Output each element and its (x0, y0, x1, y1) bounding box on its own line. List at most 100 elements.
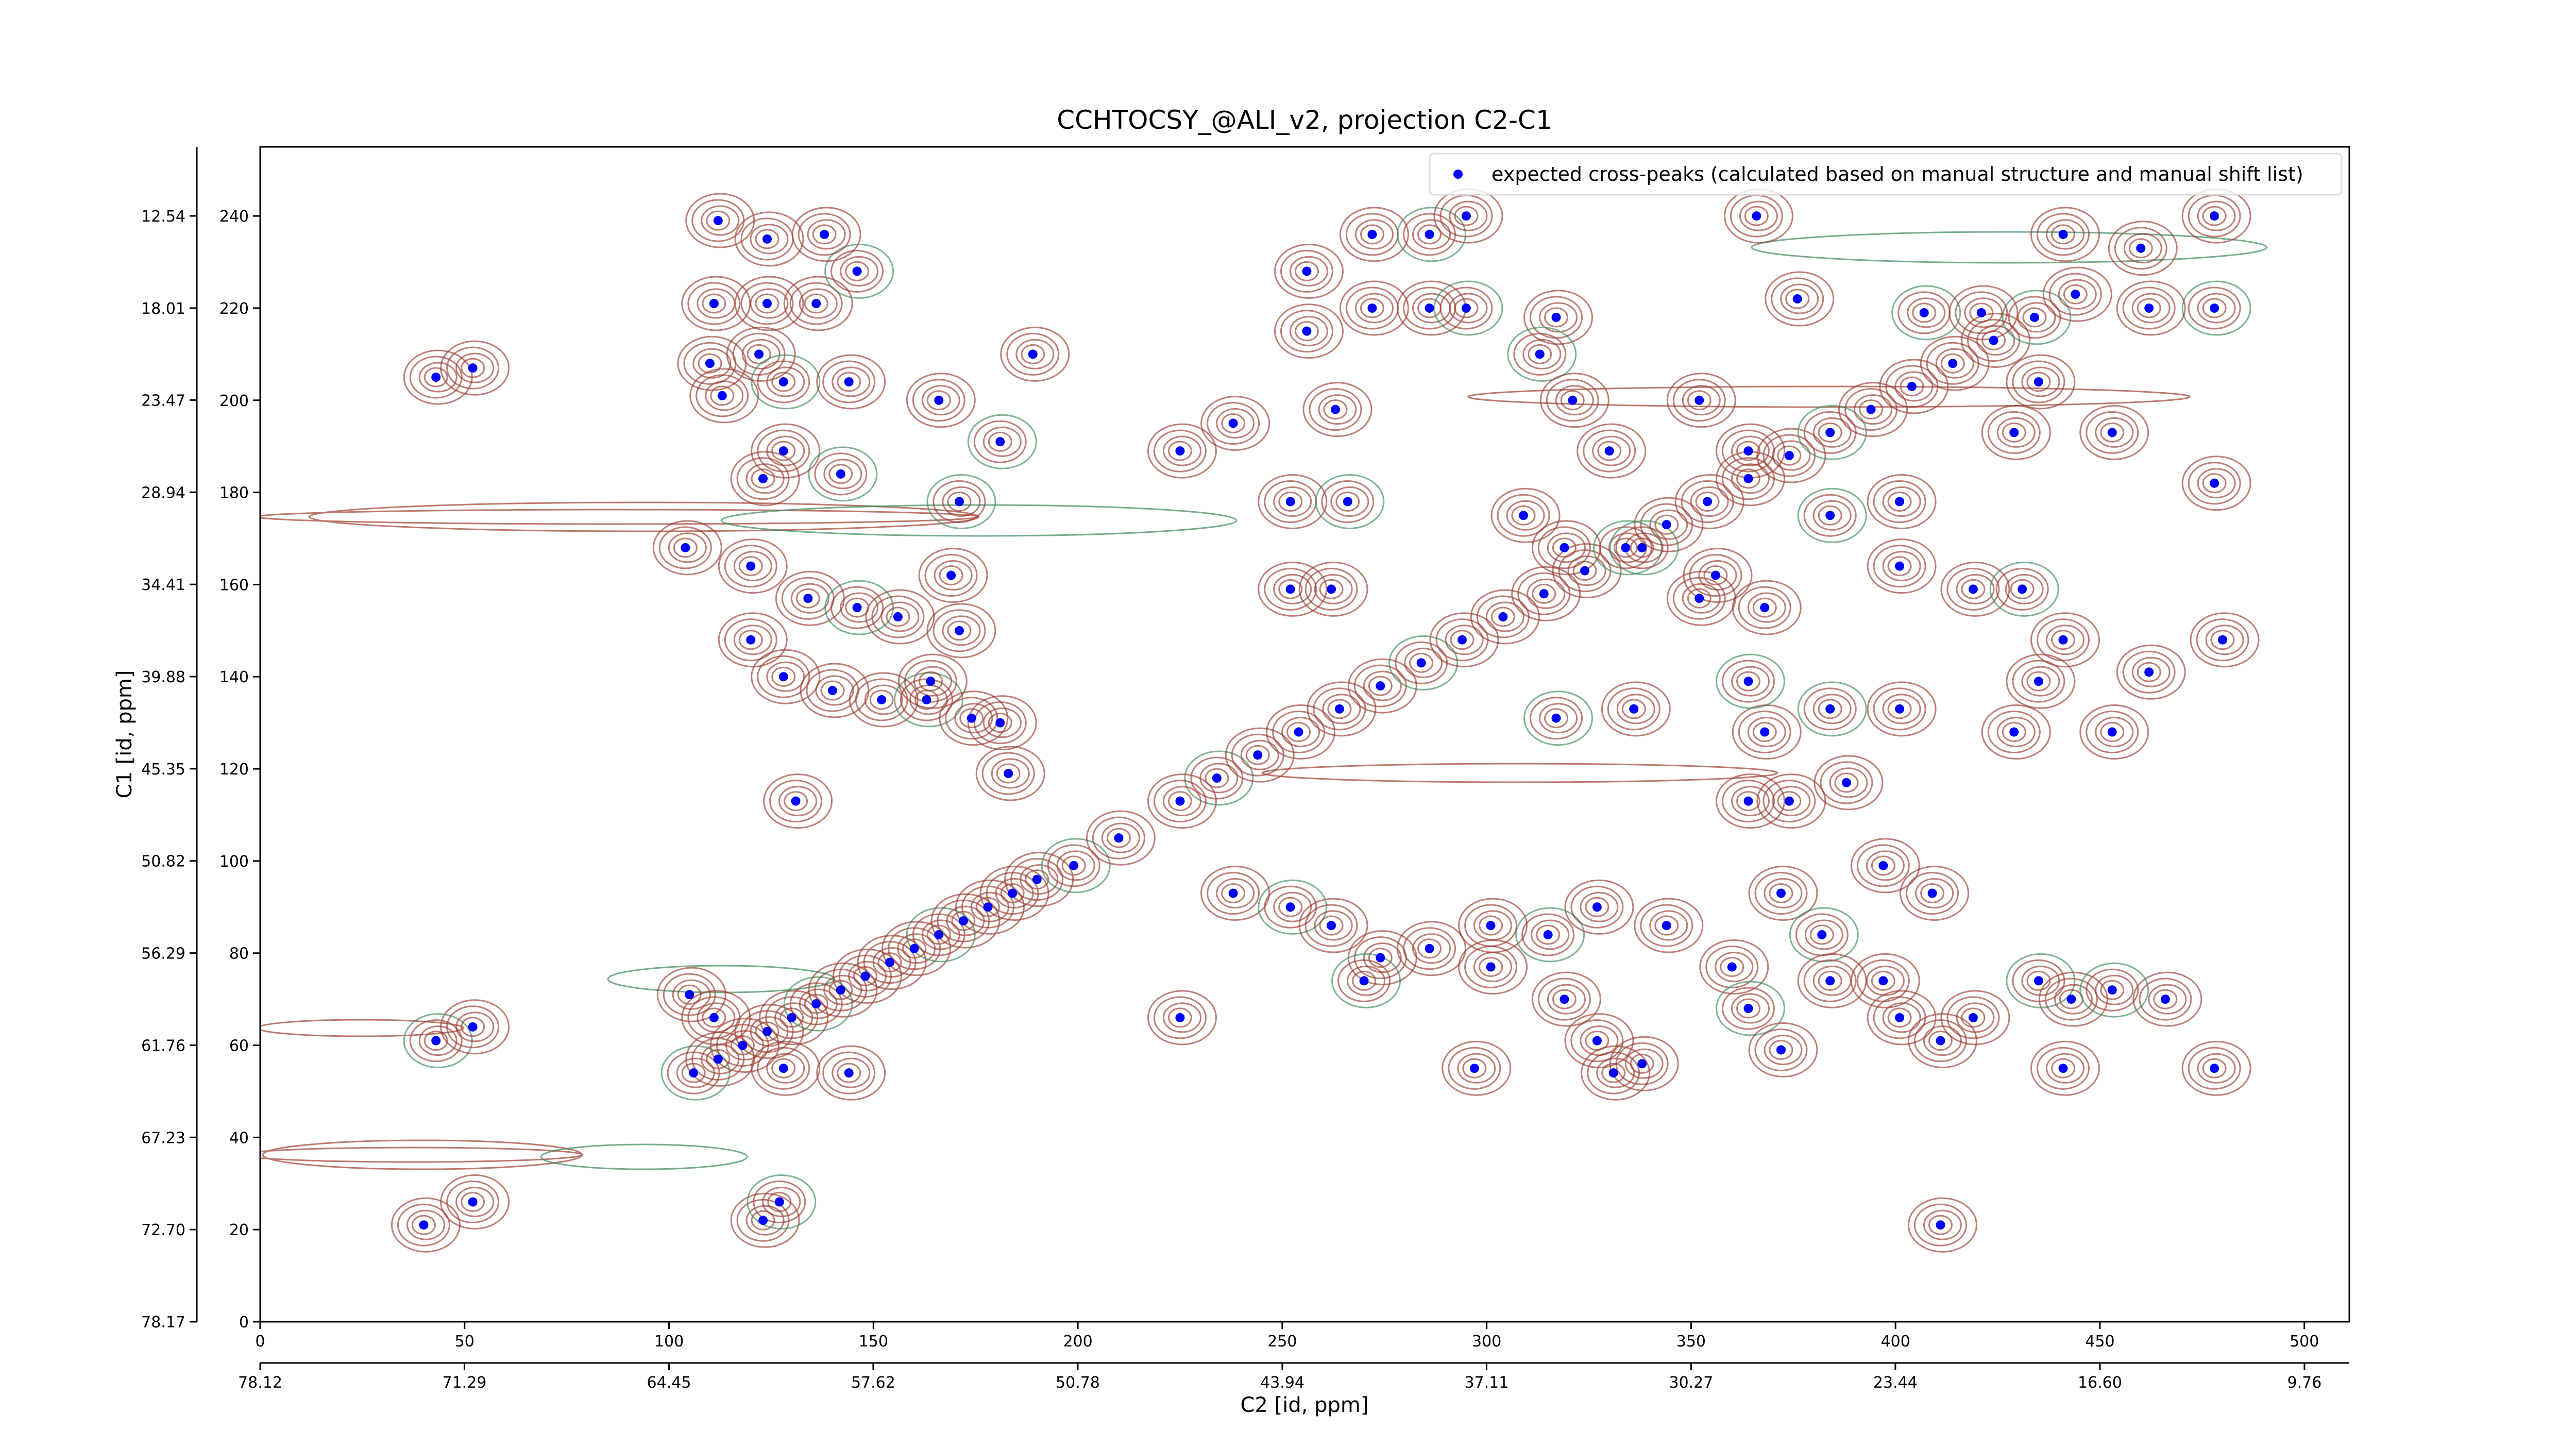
contour-ring (930, 893, 1001, 949)
contour-ring (440, 1174, 510, 1230)
x2-tick-label: 78.12 (238, 1374, 282, 1392)
x2-tick-label: 71.29 (442, 1374, 486, 1392)
cross-peak (1228, 418, 1238, 428)
contour-ring (763, 773, 833, 829)
cross-peak (844, 377, 854, 386)
cross-peak (1376, 681, 1385, 691)
cross-peak (1968, 584, 1978, 594)
contour-ring (933, 480, 986, 523)
contour-ring (455, 352, 495, 383)
contour-ring (1705, 946, 1759, 989)
contour-streak (260, 509, 980, 525)
cross-peak (709, 299, 719, 308)
cross-peak (778, 1064, 788, 1073)
cross-peak (1621, 543, 1631, 552)
contour-ring (921, 385, 960, 416)
contour-ring (1278, 491, 1303, 512)
contour-ring (1887, 699, 1912, 719)
contour-ring (947, 491, 972, 512)
cross-peak (1784, 796, 1794, 806)
contour-ring (2114, 227, 2167, 270)
contour-ring (1715, 952, 1754, 983)
contour-ring (869, 689, 894, 710)
contour-ring (1532, 583, 1556, 604)
contour-ring (411, 1215, 436, 1235)
contour-ring (1812, 417, 1852, 448)
cross-peak (2210, 478, 2219, 488)
cross-peak (1327, 921, 1336, 931)
contour-ring (1497, 494, 1550, 537)
contour-ring (824, 243, 894, 299)
contour-ring (2128, 238, 2153, 259)
cross-peak (762, 299, 772, 308)
contour-ring (2048, 273, 2102, 316)
x-tick-label: 450 (2085, 1333, 2114, 1351)
contour-ring (2021, 666, 2060, 697)
contour-ring (2100, 722, 2125, 743)
contour-streaks-green (540, 231, 2268, 1170)
cross-peak (762, 234, 772, 244)
y-tick-label: 200 (219, 392, 249, 410)
cross-peak (778, 377, 788, 386)
contour-ring (1273, 891, 1312, 922)
cross-peak (954, 497, 964, 507)
cross-peak (754, 349, 764, 359)
contour-ring (1762, 780, 1816, 823)
contour-ring (1531, 971, 1601, 1027)
contour-ring (1803, 494, 1857, 537)
contour-ring (1698, 560, 1737, 591)
cross-peak (758, 1216, 768, 1225)
contour-ring (1873, 545, 1926, 588)
contour-ring (1873, 687, 1926, 731)
cross-peak (1302, 326, 1312, 336)
contour-ring (926, 474, 996, 529)
contour-ring (2086, 711, 2139, 754)
contour-ring (784, 791, 808, 812)
contour-ring (2181, 280, 2251, 336)
contour-ring (1264, 567, 1317, 611)
contour-ring (2122, 287, 2176, 330)
contour-ring (2051, 630, 2076, 650)
contour-ring (1403, 927, 1456, 970)
contour-ring (1397, 207, 1467, 262)
cross-peak (844, 1068, 854, 1078)
contour-ring (697, 1002, 736, 1033)
contour-ring (1771, 277, 1824, 321)
cross-peak (1334, 704, 1344, 714)
contour-ring (1207, 871, 1260, 915)
contour-ring (1850, 953, 1920, 1008)
contour-ring (2122, 650, 2176, 694)
contour-ring (1314, 574, 1353, 604)
contour-ring (1564, 879, 1634, 935)
contour-ring (967, 414, 1037, 469)
contour-ring (1347, 965, 1386, 996)
contour-ring (1552, 537, 1577, 558)
cross-peak (1028, 349, 1038, 359)
cross-peak (1032, 874, 1042, 884)
x2-tick-label: 30.27 (1669, 1374, 1713, 1392)
contour-ring (689, 368, 759, 424)
contour-ring (1485, 601, 1524, 632)
contour-ring (1797, 681, 1867, 737)
contour-ring (1961, 579, 1986, 599)
cross-peak (1948, 359, 1958, 368)
contour-streaks (260, 385, 2191, 1170)
contour-ring (2100, 980, 2125, 1000)
x2-tick-label: 37.11 (1464, 1374, 1509, 1392)
contour-ring (1812, 500, 1852, 531)
contour-ring (1731, 993, 1770, 1024)
contour-ring (702, 1007, 726, 1028)
cross-peak (713, 1054, 723, 1064)
contour-ring (988, 431, 1012, 452)
cross-peak (1539, 589, 1549, 599)
contour-ring (1748, 1022, 1818, 1077)
contour-ring (1882, 694, 1921, 724)
y2-tick-label: 18.01 (141, 300, 185, 318)
cross-peak (1825, 976, 1835, 986)
contour-ring (2148, 984, 2187, 1015)
contour-ring (2210, 630, 2235, 650)
contour-ring (2086, 968, 2139, 1012)
contour-ring (2132, 971, 2202, 1027)
cross-peak (1302, 266, 1312, 276)
cross-peak (2210, 211, 2219, 221)
